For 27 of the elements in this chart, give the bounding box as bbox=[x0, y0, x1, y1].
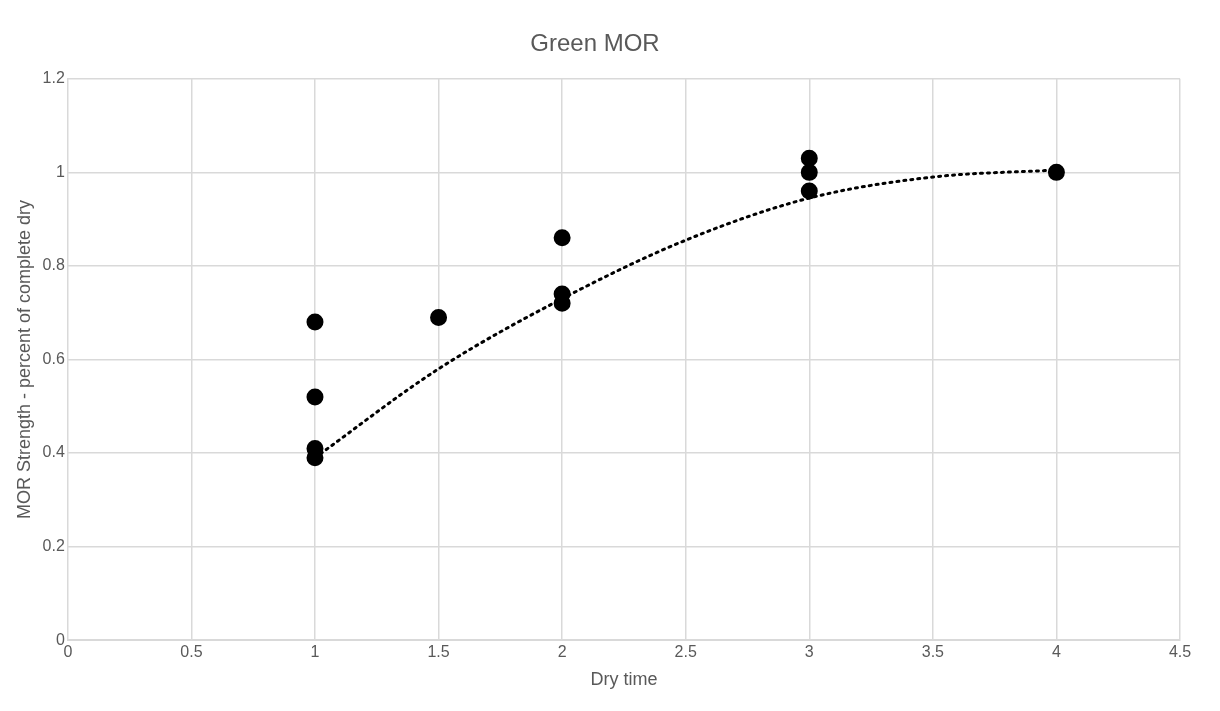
x-tick-label: 3 bbox=[804, 643, 814, 661]
x-tick-label: 2 bbox=[557, 643, 567, 661]
x-tick-label: 0.5 bbox=[180, 643, 203, 661]
x-tick-label: 3.5 bbox=[921, 643, 945, 661]
y-tick-label: 0.2 bbox=[42, 537, 65, 555]
point bbox=[800, 163, 818, 181]
point bbox=[800, 149, 818, 167]
x-tick-label: 4 bbox=[1051, 643, 1061, 661]
point bbox=[430, 308, 448, 326]
chart-title: Green MOR bbox=[530, 29, 660, 57]
y-tick-label: 0.8 bbox=[42, 256, 65, 274]
x-tick-label: 1.5 bbox=[427, 643, 450, 661]
point bbox=[800, 182, 818, 200]
y-tick-label: 1 bbox=[55, 162, 65, 180]
y-tick-label: 0 bbox=[55, 630, 65, 648]
x-tick-label: 2.5 bbox=[674, 643, 697, 661]
y-tick-label: 1.2 bbox=[42, 69, 65, 87]
y-tick-label: 0.4 bbox=[42, 443, 65, 461]
point bbox=[1047, 163, 1065, 181]
x-axis-title: Dry time bbox=[590, 669, 658, 690]
point bbox=[553, 229, 571, 247]
point bbox=[306, 388, 324, 406]
y-axis-title: MOR Strength - percent of complete dry bbox=[13, 199, 34, 520]
x-tick-label: 1 bbox=[310, 643, 320, 661]
point bbox=[306, 313, 324, 331]
x-tick-label: 4.5 bbox=[1168, 643, 1192, 661]
y-tick-label: 0.6 bbox=[42, 349, 65, 367]
